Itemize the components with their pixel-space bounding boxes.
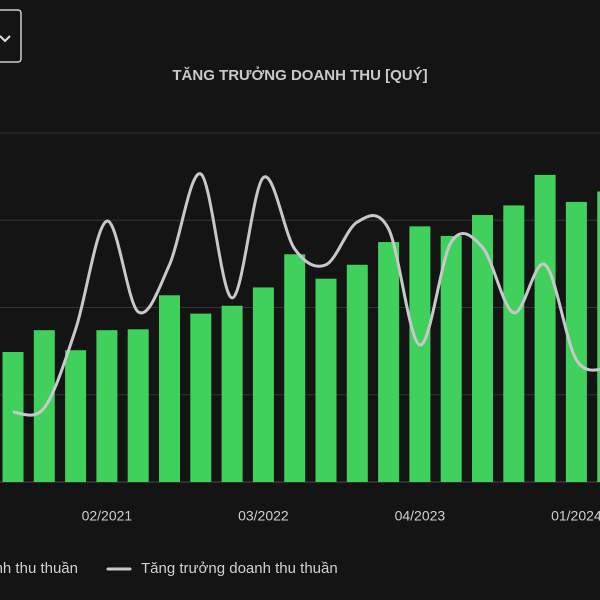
bar xyxy=(127,329,149,482)
legend-label: Doanh thu thuần xyxy=(0,560,78,577)
x-tick-label: 04/2023 xyxy=(395,508,446,524)
legend-label: Tăng trưởng doanh thu thuần xyxy=(141,560,338,577)
bar xyxy=(2,351,24,482)
bar xyxy=(252,287,274,482)
bar xyxy=(284,254,306,482)
bar xyxy=(346,264,368,482)
bar xyxy=(440,235,462,482)
bar xyxy=(159,295,180,482)
bar xyxy=(565,201,587,483)
bar xyxy=(472,215,493,482)
bar xyxy=(597,191,600,482)
bar xyxy=(65,350,87,482)
bar xyxy=(96,330,118,482)
bar xyxy=(221,305,243,482)
bar xyxy=(409,226,431,482)
line xyxy=(12,172,600,417)
bar xyxy=(190,313,212,482)
x-tick-label: 02/2021 xyxy=(82,508,133,524)
x-tick-label: 01/2024 xyxy=(551,508,600,524)
bar xyxy=(315,278,337,482)
bar xyxy=(378,242,400,482)
dropdown-chevron xyxy=(0,35,11,43)
bar xyxy=(534,174,556,482)
x-tick-label: 03/2022 xyxy=(238,508,289,524)
bar xyxy=(503,205,525,483)
dropdown[interactable] xyxy=(0,9,22,63)
chart-title: TĂNG TRƯỞNG DOANH THU [QUÝ] xyxy=(172,66,427,84)
